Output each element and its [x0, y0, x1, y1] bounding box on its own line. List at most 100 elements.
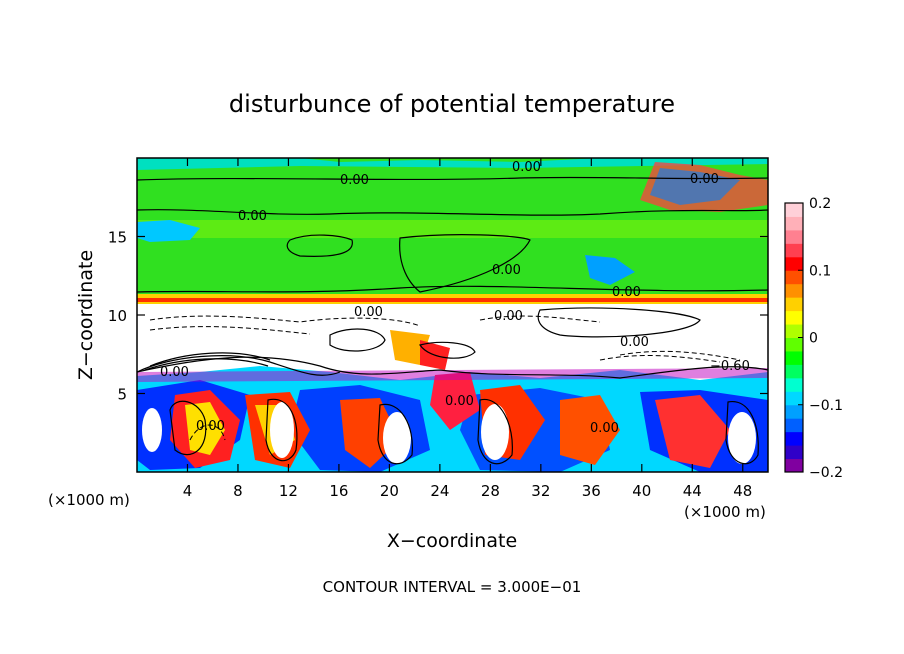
contour-line: [137, 355, 341, 376]
colorbar-swatch: [785, 229, 803, 244]
contour-label: 0.00: [612, 285, 641, 300]
contour-line: [286, 234, 353, 257]
contour-line: [537, 307, 701, 338]
x-tick-label: 28: [481, 482, 500, 500]
contour-label: 0.00: [340, 173, 369, 188]
contour-label: 0.00: [196, 419, 225, 434]
right-blue-patch: [585, 255, 635, 285]
colorbar-swatch: [785, 404, 803, 419]
contour-line: [189, 424, 226, 441]
contour-line: [137, 209, 768, 216]
contour-line: [149, 326, 311, 335]
contour-line: [137, 356, 768, 379]
contour-label: 0.00: [238, 209, 267, 224]
x-tick-label: 16: [329, 482, 348, 500]
colorbar-swatch: [785, 256, 803, 271]
x-unit-right: (×1000 m): [684, 503, 766, 521]
colorbar-swatch: [785, 418, 803, 433]
x-tick-label: 40: [632, 482, 651, 500]
upper-band-light: [137, 220, 768, 238]
white-core-1: [270, 402, 294, 458]
upper-right-blue: [650, 168, 740, 205]
y-axis: 5 10 15: [108, 229, 768, 404]
contour-label: 0.00: [160, 365, 189, 380]
contour-label: 0.00: [492, 263, 521, 278]
colorbar-swatch: [785, 270, 803, 285]
contour-line: [599, 355, 721, 363]
x-axis-label: X−coordinate: [387, 530, 517, 552]
contour-interval-note: CONTOUR INTERVAL = 3.000E−01: [323, 578, 582, 596]
y-tick-label: 10: [108, 307, 127, 325]
y-tick-label: 15: [108, 229, 127, 247]
colorbar-swatch: [785, 391, 803, 406]
colorbar-swatch: [785, 310, 803, 325]
colorbar-swatch: [785, 458, 803, 473]
contour-label: 0.00: [512, 160, 541, 175]
contour-line: [144, 358, 269, 371]
plot-area: [137, 158, 768, 472]
contour-line: [377, 403, 413, 465]
contour-label: 0.00: [690, 172, 719, 187]
colorbar-tick-label: −0.1: [809, 398, 843, 414]
white-core-4: [728, 412, 756, 464]
x-tick-label: 8: [233, 482, 243, 500]
red-plume-4: [430, 372, 480, 430]
magenta-edge: [137, 368, 768, 382]
x-tick-label: 4: [183, 482, 193, 500]
contour-label: 0.00: [445, 394, 474, 409]
x-tick-label: 36: [582, 482, 601, 500]
colorbar-tick-label: 0.2: [809, 196, 831, 212]
colorbar-swatch: [785, 445, 803, 460]
contour-line: [479, 315, 601, 323]
tropopause-red: [137, 298, 768, 302]
white-core-2: [383, 412, 411, 464]
contour-labels: 0.00 0.00 0.00 0.00 0.00 0.00 0.00 0.00 …: [160, 160, 750, 436]
contour-line: [477, 398, 513, 465]
colorbar-swatch: [785, 203, 803, 217]
colorbar-swatch: [785, 243, 803, 258]
contour-label: 0.00: [494, 309, 523, 324]
x-axis: 4 8 12 16 20 24 28 32 36 40 44 48: [183, 158, 752, 500]
left-cyan-patch: [137, 220, 200, 242]
x-tick-label: 24: [430, 482, 449, 500]
colorbar-swatch: [785, 283, 803, 298]
colorbar-swatch: [785, 431, 803, 446]
contour-lines: [137, 176, 768, 465]
colorbar-tick-label: 0.1: [809, 263, 831, 279]
contour-label: 0.00: [354, 305, 383, 320]
colorbar-swatch: [785, 364, 803, 379]
colorbar-swatch: [785, 297, 803, 312]
contour-line: [419, 341, 476, 359]
contour-line: [169, 400, 207, 456]
chart-title: disturbunce of potential temperature: [229, 90, 675, 118]
contour-line: [137, 176, 768, 181]
contour-line: [399, 234, 531, 293]
contour-line: [265, 398, 298, 462]
contour-line: [725, 401, 759, 465]
colorbar-swatch: [785, 337, 803, 352]
x-tick-label: 32: [531, 482, 550, 500]
contour-label: −0.60: [710, 359, 750, 374]
yellow-plume-1: [185, 402, 225, 455]
contour-line: [619, 350, 741, 361]
colorbar-swatch: [785, 350, 803, 365]
contour-label: 0.00: [590, 421, 619, 436]
colorbar: −0.2 −0.1 0 0.1 0.2: [784, 196, 843, 481]
red-plume-6: [560, 395, 620, 465]
x-tick-label: 12: [279, 482, 298, 500]
contour-line: [329, 328, 386, 352]
colorbar-tick-label: −0.2: [809, 465, 843, 481]
white-core-5: [142, 408, 162, 452]
x-tick-label: 20: [380, 482, 399, 500]
contour-line: [137, 285, 768, 293]
x-unit-left: (×1000 m): [48, 491, 130, 509]
white-core-3: [481, 404, 509, 460]
colorbar-swatch: [785, 216, 803, 231]
colorbar-swatch: [785, 324, 803, 338]
x-tick-label: 44: [683, 482, 702, 500]
x-tick-label: 48: [733, 482, 752, 500]
upper-cyan-streak: [137, 158, 768, 170]
colorbar-swatch: [785, 377, 803, 392]
contour-line: [149, 352, 271, 367]
